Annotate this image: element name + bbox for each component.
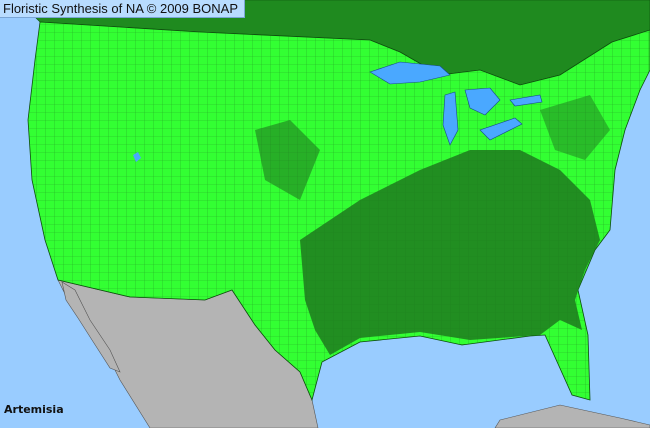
great-lakes xyxy=(369,61,543,146)
cuba xyxy=(494,404,650,428)
dark-county-cluster-midwest xyxy=(255,120,320,200)
dark-county-cluster-southeast xyxy=(300,150,600,355)
map-title: Floristic Synthesis of NA © 2009 BONAP xyxy=(0,0,246,18)
taxon-label: Artemisia xyxy=(4,403,64,416)
great-salt-lake xyxy=(133,152,141,162)
dark-county-cluster-northeast xyxy=(540,95,610,160)
baja-peninsula xyxy=(61,281,121,373)
